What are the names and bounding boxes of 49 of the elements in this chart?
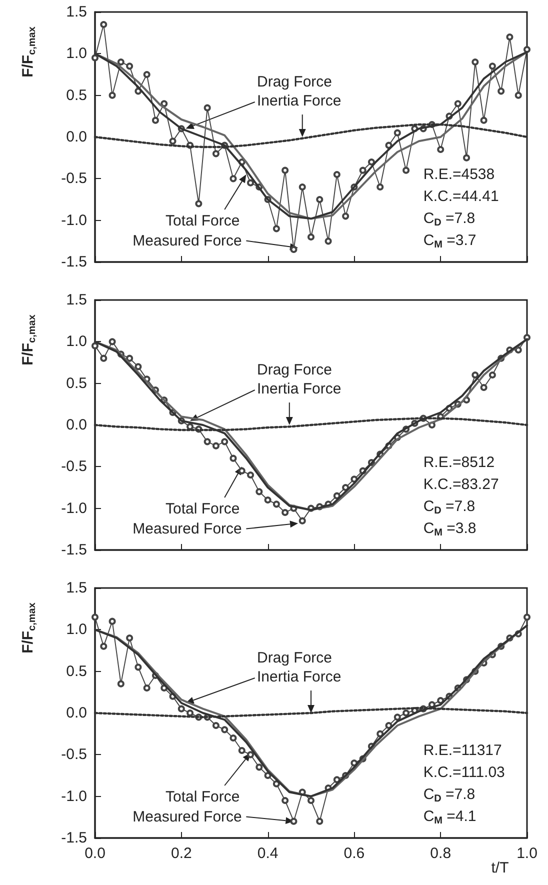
annotation: Drag Force [257,74,332,90]
y-tick-label: -1.0 [61,788,87,805]
y-tick-label: -1.5 [61,254,87,270]
x-tick-label: 0.4 [257,845,278,862]
y-tick-label: 1.5 [66,580,87,596]
y-tick-label: 0.0 [66,128,87,146]
annotation: R.E.=11317 [423,742,502,759]
annotation: Drag Force [257,362,332,378]
y-tick-label: 1.0 [66,621,87,638]
y-tick-label: 1.0 [66,45,87,62]
y-tick-label: -1.0 [61,212,87,229]
x-tick-label: 0.8 [430,845,452,862]
y-axis-title: F/Fc,max [20,602,38,654]
y-tick-label: -1.5 [61,830,87,846]
y-tick-label: -0.5 [61,458,87,476]
y-tick-label: 0.5 [66,662,87,680]
x-tick-label: 1.0 [516,845,538,862]
x-tick-label: 0.6 [344,845,365,862]
annotation: Measured Force [132,232,242,250]
annotation: Drag Force [257,650,332,666]
annotation: Total Force [166,788,240,806]
annotation: Total Force [166,500,240,518]
y-tick-label: 1.5 [66,4,87,20]
annotation: Total Force [166,212,240,230]
y-tick-label: 0.5 [66,86,87,104]
annotation: Inertia Force [257,380,342,398]
x-axis-title: t/T [491,860,509,876]
y-axis-title: F/Fc,max [20,26,38,78]
y-tick-label: -0.5 [61,746,87,764]
y-axis-title: F/Fc,max [20,314,38,366]
y-tick-label: 0.0 [66,416,87,434]
y-tick-label: 0.0 [66,704,87,722]
annotation: Measured Force [132,520,242,538]
annotation: K.C.=44.41 [423,188,499,205]
y-tick-label: 1.0 [66,333,87,350]
annotation: Inertia Force [257,92,342,110]
annotation: R.E.=8512 [423,454,495,471]
annotation: Measured Force [132,808,242,826]
annotation: K.C.=83.27 [423,476,499,493]
x-tick-label: 0.2 [170,845,192,862]
x-tick-label: 0.0 [84,845,106,862]
y-tick-label: -0.5 [61,170,87,188]
annotation: K.C.=111.03 [423,764,505,781]
y-tick-label: 0.5 [66,374,87,392]
annotation: Inertia Force [257,668,342,686]
annotation: R.E.=4538 [423,166,495,183]
y-tick-label: 1.5 [66,292,87,308]
y-tick-label: -1.0 [61,500,87,517]
y-tick-label: -1.5 [61,542,87,558]
